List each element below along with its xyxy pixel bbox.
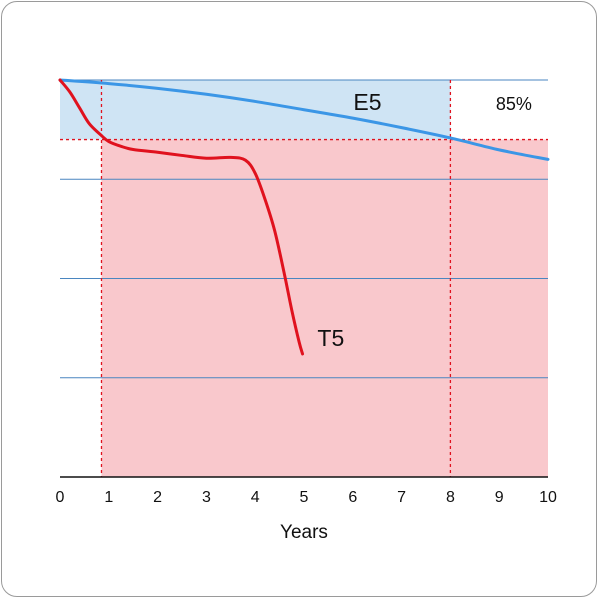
- x-tick-labels: 0 1 2 3 4 5 6 7 8 9 10: [56, 489, 557, 506]
- threshold-label: 85%: [496, 94, 532, 114]
- x-tick-label: 8: [446, 489, 455, 506]
- x-tick-label: 1: [104, 489, 113, 506]
- series-lines: [58, 78, 550, 356]
- x-tick-label: 0: [56, 489, 65, 506]
- series-line-t5: [58, 78, 305, 356]
- x-tick-label: 4: [251, 489, 260, 506]
- within-threshold-region: [60, 80, 451, 140]
- x-tick-label: 2: [153, 489, 162, 506]
- series-label-e5: E5: [353, 89, 381, 115]
- x-axis-title: Years: [280, 522, 328, 543]
- x-tick-label: 9: [495, 489, 504, 506]
- gridlines: [60, 79, 548, 379]
- failure-region: [101, 139, 548, 478]
- x-tick-label: 6: [348, 489, 357, 506]
- series-label-t5: T5: [317, 325, 344, 351]
- series-line-e5: [58, 78, 550, 161]
- x-tick-label: 3: [202, 489, 211, 506]
- x-tick-label: 5: [300, 489, 309, 506]
- marker-lines: [100, 80, 452, 477]
- x-tick-label: 10: [539, 489, 557, 506]
- x-tick-label: 7: [397, 489, 406, 506]
